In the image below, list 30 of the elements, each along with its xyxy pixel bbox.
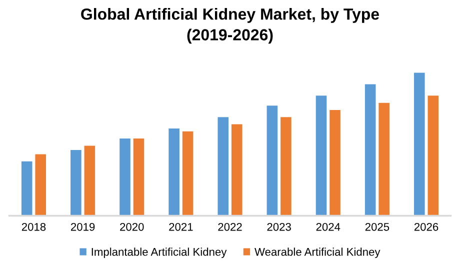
- legend-label: Wearable Artificial Kidney: [254, 248, 380, 258]
- legend-label: Implantable Artificial Kidney: [92, 248, 227, 258]
- bar: [70, 150, 82, 216]
- x-tick-label: 2025: [365, 222, 390, 231]
- bar: [330, 110, 340, 216]
- chart-title: Global Artificial Kidney Market, by Type (2019-2026): [81, 8, 380, 44]
- bar: [168, 128, 180, 216]
- bar: [182, 131, 194, 216]
- x-tick-label: 2019: [71, 222, 95, 231]
- x-tick-label: 2020: [120, 222, 144, 231]
- bar: [133, 138, 144, 216]
- bar: [120, 138, 130, 216]
- bar: [364, 84, 376, 216]
- x-tick-label: 2022: [218, 222, 242, 231]
- bar: [414, 72, 425, 216]
- bar: [280, 117, 292, 216]
- bar: [21, 161, 32, 216]
- bar: [84, 146, 96, 216]
- bar: [316, 96, 327, 216]
- bar: [35, 154, 46, 216]
- bar: [378, 102, 390, 216]
- bar: [231, 124, 242, 216]
- x-tick-label: 2018: [22, 222, 46, 231]
- x-tick-label: 2021: [169, 222, 193, 231]
- bar: [266, 106, 278, 216]
- x-tick-label: 2023: [267, 222, 291, 231]
- bar: [218, 117, 229, 216]
- x-tick-label: 2024: [316, 222, 340, 231]
- x-tick-label: 2026: [414, 222, 438, 231]
- bar: [428, 96, 439, 216]
